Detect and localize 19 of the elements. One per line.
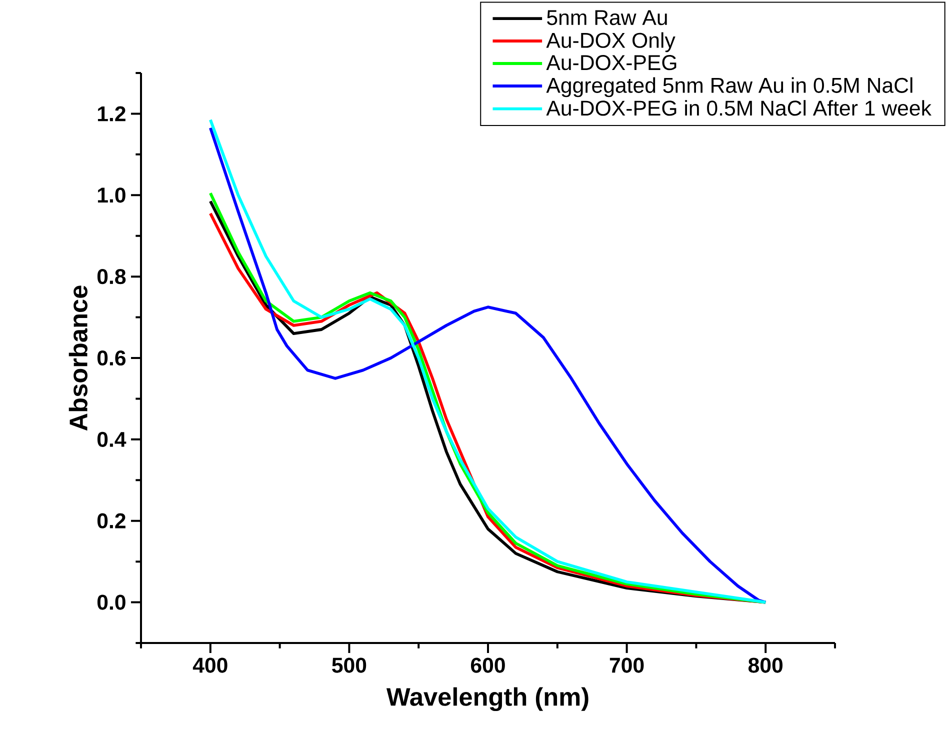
legend-label: Au-DOX-PEG in 0.5M NaCl After 1 week [546, 100, 932, 116]
x-tick-label: 500 [332, 658, 366, 673]
y-axis-title: Absorbance [68, 286, 88, 431]
y-tick-label: 0.8 [97, 269, 126, 284]
x-tick-label: 600 [470, 658, 505, 673]
y-tick-label: 1.2 [98, 106, 126, 122]
legend-label: Aggregated 5nm Raw Au in 0.5M NaCl [546, 77, 912, 98]
x-tick-label: 800 [748, 658, 783, 673]
x-tick-label: 700 [610, 658, 644, 673]
y-tick-label: 1.0 [98, 188, 126, 203]
y-tick-label: 0.0 [97, 594, 126, 610]
x-tick-label: 400 [192, 658, 228, 673]
y-tick-label: 0.6 [97, 350, 126, 366]
legend-label: Au-DOX-PEG [546, 55, 676, 70]
legend-label: 5nm Raw Au [547, 10, 667, 26]
y-tick-label: 0.2 [97, 513, 126, 528]
x-axis-title: Wavelength (nm) [386, 687, 588, 712]
y-tick-label: 0.4 [97, 432, 126, 447]
legend-label: Au-DOX Only [546, 32, 676, 52]
